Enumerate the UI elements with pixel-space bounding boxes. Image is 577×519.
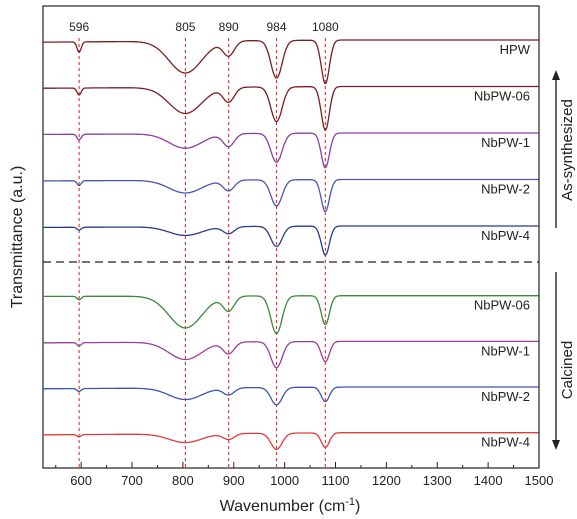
spectrum-curve [43,85,539,131]
spectrum-curve [43,225,539,256]
peak-label-805: 805 [175,20,195,34]
x-tick-label: 1200 [372,473,401,488]
series-label: NbPW-1 [481,135,530,150]
spectrum-curve [42,39,539,84]
x-tick-label: 700 [121,473,143,488]
y-axis-title: Transmittance (a.u.) [9,166,26,309]
x-tick-label: 800 [172,473,194,488]
x-tick-label: 1300 [423,473,452,488]
series-label: NbPW-1 [481,343,530,358]
spectrum-curve [43,178,539,212]
spectra-curves [42,39,539,451]
x-tick-label: 1500 [525,473,554,488]
series-label: NbPW-4 [481,228,530,243]
peak-marker-lines: 596 805 890 984 1080 [69,20,339,468]
calcined-arrowhead [552,440,560,450]
calcined-label: Calcined [559,341,576,399]
series-label: NbPW-4 [481,435,530,450]
series-label: NbPW-2 [481,182,530,197]
series-label: NbPW-06 [474,298,530,313]
spectrum-curve [43,132,539,169]
peak-label-984: 984 [266,20,286,34]
series-label: NbPW-06 [474,89,530,104]
x-tick-label: 1000 [270,473,299,488]
plot-frame [42,5,540,469]
spectrum-curve [43,432,539,451]
peak-label-1080: 1080 [312,20,339,34]
as-synthesized-label: As-synthesized [559,99,576,201]
peak-label-596: 596 [69,20,89,34]
x-tick-label: 1400 [474,473,503,488]
spectrum-curve [43,386,539,406]
series-label: NbPW-2 [481,389,530,404]
peak-label-890: 890 [219,20,239,34]
series-label: HPW [500,42,531,57]
x-axis-title: Wavenumber (cm-1) [220,496,361,515]
as-synthesized-arrowhead [552,70,560,80]
x-tick-label: 1100 [322,473,350,488]
x-tick-label: 900 [223,473,245,488]
x-axis: 600 700 800 900 1000 1100 1200 1300 1400 1500 [55,462,554,488]
spectrum-curve [43,340,539,369]
spectrum-curve [43,295,539,335]
series-labels: HPW NbPW-06 NbPW-1 NbPW-2 NbPW-4 NbPW-06 NbPW-… [474,42,531,450]
x-tick-label: 600 [70,473,92,488]
